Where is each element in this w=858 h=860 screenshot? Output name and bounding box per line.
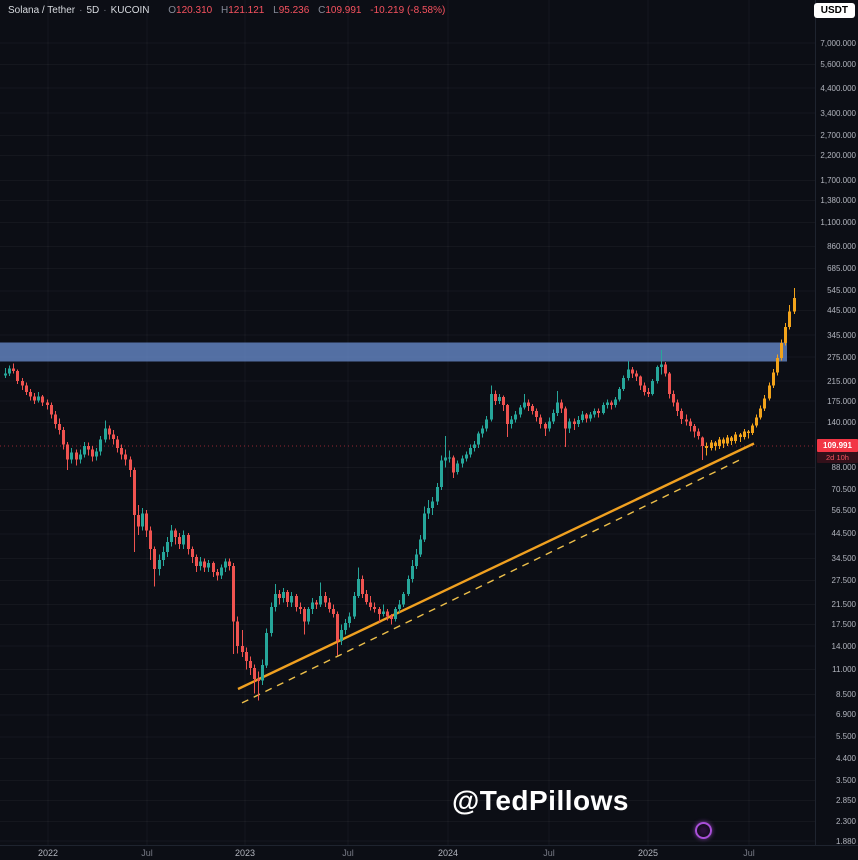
legend-separator: ·	[103, 5, 107, 16]
price-axis-label: 2,200.000	[820, 150, 856, 160]
price-axis-label: 2.850	[835, 796, 856, 806]
price-axis-label: 545.000	[827, 286, 856, 296]
price-axis-label: 8.500	[835, 690, 856, 700]
chart-plot-area[interactable]	[0, 0, 815, 845]
exchange-label: KUCOIN	[110, 5, 150, 16]
watermark: @TedPillows	[452, 785, 629, 816]
symbol-name: Solana / Tether	[8, 5, 76, 16]
change-value: -10.219 (-8.58%)	[370, 5, 446, 16]
current-price-tag: 109.991	[817, 439, 858, 452]
time-axis-label: 2025	[637, 848, 659, 858]
currency-button[interactable]: USDT	[813, 3, 855, 18]
candlestick-chart[interactable]	[0, 0, 815, 845]
low-label: L	[273, 5, 279, 16]
price-axis-label: 685.000	[827, 264, 856, 274]
legend-separator: ·	[79, 5, 83, 16]
price-axis-label: 1.880	[835, 836, 856, 846]
price-axis-label: 1,100.000	[820, 218, 856, 228]
high-value: 121.121	[228, 5, 265, 16]
price-axis-label: 345.000	[827, 330, 856, 340]
price-axis-label: 215.000	[827, 376, 856, 386]
price-axis-label: 21.500	[831, 600, 856, 609]
price-axis-label: 3,400.000	[820, 108, 856, 118]
price-axis-label: 275.000	[827, 352, 856, 362]
price-axis-label: 14.000	[831, 641, 856, 651]
price-axis-label: 2.300	[835, 816, 856, 826]
close-label: C	[318, 5, 326, 16]
price-axis-label: 1,700.000	[820, 175, 856, 185]
ohlc-values: O120.310 H121.121 L95.236 C109.991 -10.2…	[162, 5, 445, 16]
time-axis-label: Jul	[543, 848, 555, 858]
price-axis[interactable]: 109.991 2d 10h 7,000.000 5,600.000 4,400.0…	[815, 0, 858, 846]
price-axis-label: 4,400.000	[820, 83, 856, 93]
price-axis-label: 56.500	[831, 506, 856, 516]
price-axis-label: 5.500	[835, 732, 856, 742]
price-axis-label: 2,700.000	[820, 131, 856, 140]
price-axis-label: 17.500	[831, 620, 856, 629]
time-axis-label: Jul	[743, 848, 755, 858]
time-axis-label: 2024	[437, 848, 459, 858]
time-axis[interactable]: 2022 Jul 2023 Jul 2024 Jul 2025 Jul	[0, 845, 858, 860]
price-axis-label: 4.400	[835, 754, 856, 763]
purple-badge-icon[interactable]	[695, 822, 712, 839]
price-axis-label: 70.500	[831, 484, 856, 494]
price-axis-label: 88.000	[831, 463, 856, 473]
price-axis-label: 34.500	[831, 554, 856, 564]
close-value: 109.991	[325, 5, 362, 16]
price-axis-label: 3.500	[835, 776, 856, 786]
price-axis-label: 5,600.000	[820, 60, 856, 70]
interval-label: 5D	[86, 5, 100, 16]
price-axis-label: 7,000.000	[820, 38, 856, 48]
price-axis-label: 6.900	[835, 710, 856, 720]
price-axis-label: 44.500	[831, 529, 856, 539]
price-axis-label: 11.000	[832, 665, 856, 674]
symbol-legend[interactable]: Solana / Tether · 5D · KUCOIN O120.310 H121.…	[8, 5, 445, 16]
open-value: 120.310	[176, 5, 213, 16]
price-axis-label: 140.000	[827, 418, 856, 428]
price-axis-label: 860.000	[827, 242, 856, 251]
time-axis-label: 2022	[37, 848, 59, 858]
time-axis-label: 2023	[234, 848, 256, 858]
bar-countdown-tag: 2d 10h	[817, 452, 858, 463]
high-label: H	[220, 5, 229, 16]
price-axis-label: 445.000	[827, 305, 856, 315]
price-axis-label: 27.500	[831, 576, 856, 586]
low-value: 95.236	[278, 5, 310, 16]
open-label: O	[168, 5, 177, 16]
time-axis-label: Jul	[141, 848, 153, 858]
time-axis-label: Jul	[342, 848, 354, 858]
price-axis-label: 1,380.000	[820, 196, 856, 206]
price-axis-label: 175.000	[827, 396, 856, 406]
